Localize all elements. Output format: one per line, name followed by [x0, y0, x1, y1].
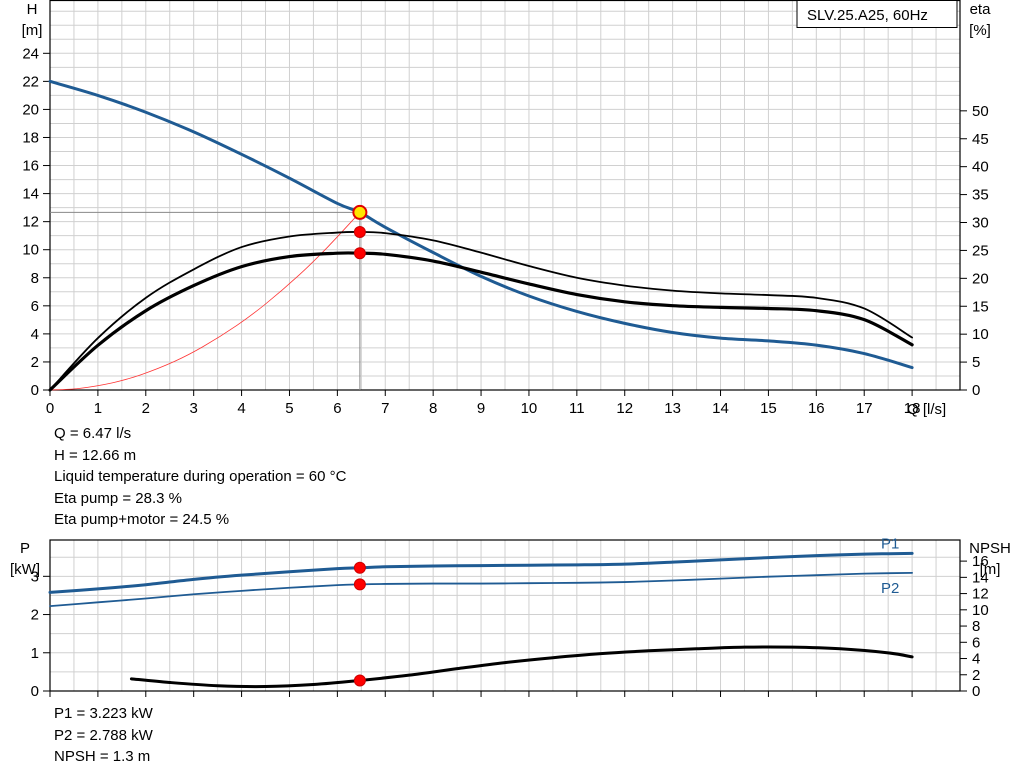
y-tick-label-right: 20	[972, 270, 989, 287]
y-tick-label-left: 20	[22, 101, 39, 118]
y-tick-label-right: 50	[972, 103, 989, 120]
x-tick-label: 7	[381, 400, 389, 417]
y-tick-label-right: 10	[972, 326, 989, 343]
x-tick-label: 8	[429, 400, 437, 417]
eta-pump-curve	[49, 231, 914, 391]
npsh-marker	[353, 674, 366, 687]
operating-point-marker	[352, 204, 368, 220]
y-tick-label-right: 8	[972, 618, 980, 635]
y-tick-label-left: 16	[22, 158, 39, 175]
p2-series-label: P2	[881, 580, 899, 597]
p2-marker	[353, 578, 366, 591]
x-tick-label: 15	[760, 400, 777, 417]
x-tick-label: 12	[616, 400, 633, 417]
plot-frame	[49, 0, 961, 391]
y-axis-label-right: NPSH	[969, 540, 1011, 557]
y-tick-label-left: 2	[31, 354, 39, 371]
x-tick-label: 4	[237, 400, 245, 417]
y-tick-label-right: 40	[972, 159, 989, 176]
y-tick-label-left: 1	[31, 645, 39, 662]
x-tick-label: 2	[142, 400, 150, 417]
x-tick-label: 3	[190, 400, 198, 417]
info-liquid-temperature: Liquid temperature during operation = 60…	[54, 468, 347, 485]
y-axis-unit-right: [%]	[969, 22, 991, 39]
y-tick-label-right: 12	[972, 586, 989, 603]
p1-marker	[353, 561, 366, 574]
y-axis-label-left: H	[27, 1, 38, 18]
eta-pump-motor-curve	[48, 251, 914, 392]
y-tick-label-right: 30	[972, 215, 989, 232]
y-tick-label-right: 6	[972, 634, 980, 651]
y-tick-label-right: 10	[972, 602, 989, 619]
title-box	[796, 0, 958, 28]
y-tick-label-right: 0	[972, 382, 980, 399]
info-head: H = 12.66 m	[54, 446, 137, 464]
x-tick-label: 6	[333, 400, 341, 417]
x-tick-label: 5	[285, 400, 293, 417]
npsh-curve	[129, 645, 914, 689]
y-tick-label-left: 6	[31, 298, 39, 315]
y-tick-label-left: 14	[22, 186, 39, 203]
system-curve	[49, 212, 361, 391]
y-tick-label-left: 0	[31, 683, 39, 700]
info-eta-pump: Eta pump = 28.3 %	[54, 489, 182, 507]
x-tick-label: 16	[808, 400, 825, 417]
y-tick-label-right: 14	[972, 569, 989, 586]
x-tick-label: 11	[569, 400, 585, 417]
y-tick-label-right: 0	[972, 683, 980, 700]
info-p1: P1 = 3.223 kW	[54, 705, 153, 722]
y-tick-label-left: 22	[22, 73, 39, 90]
y-tick-label-left: 3	[31, 568, 39, 585]
x-tick-label: 9	[477, 400, 485, 417]
p1-curve	[48, 551, 914, 594]
y-tick-label-right: 5	[972, 354, 980, 371]
x-tick-label: 0	[46, 400, 54, 417]
y-axis-label-left: P	[20, 540, 30, 557]
y-tick-label-left: 2	[31, 607, 39, 624]
duty-point-info: Q = 6.47 l/s H = 12.66 m Liquid temperat…	[54, 423, 346, 531]
y-tick-label-right: 16	[972, 553, 989, 570]
x-tick-label: 1	[94, 400, 102, 417]
y-tick-label-left: 12	[22, 214, 39, 231]
y-tick-label-right: 4	[972, 651, 980, 668]
y-axis-unit-right: [m]	[980, 561, 1001, 578]
y-tick-label-left: 18	[22, 129, 39, 146]
y-tick-label-left: 4	[31, 326, 39, 343]
info-npsh: NPSH = 1.3 m	[54, 748, 151, 765]
p2-curve	[49, 571, 914, 608]
p1-series-label: P1	[881, 535, 899, 552]
x-axis-label: Q [l/s]	[907, 401, 946, 418]
y-tick-label-left: 0	[31, 382, 39, 399]
x-tick-label: 13	[664, 400, 681, 417]
x-tick-label: 17	[856, 400, 873, 417]
x-tick-label: 10	[521, 400, 538, 417]
y-tick-label-right: 15	[972, 298, 989, 315]
eta-pump-marker	[353, 225, 366, 238]
y-axis-unit-left: [m]	[22, 22, 43, 39]
y-tick-label-left: 8	[31, 270, 39, 287]
info-eta-pump-motor: Eta pump+motor = 24.5 %	[54, 511, 230, 528]
y-tick-label-right: 25	[972, 242, 989, 259]
info-p2: P2 = 2.788 kW	[54, 726, 153, 744]
y-tick-label-right: 35	[972, 187, 989, 204]
plot-frame	[49, 539, 961, 692]
eta-pump-motor-marker	[353, 247, 366, 260]
x-tick-label: 14	[712, 400, 729, 417]
chart-title: SLV.25.A25, 60Hz	[807, 7, 928, 24]
y-tick-label-left: 10	[22, 242, 39, 259]
y-tick-label-right: 45	[972, 131, 989, 148]
power-point-info: P1 = 3.223 kW P2 = 2.788 kW NPSH = 1.3 m	[54, 703, 153, 768]
y-axis-label-right: eta	[970, 1, 992, 18]
x-tick-label: 18	[904, 400, 921, 417]
info-flow: Q = 6.47 l/s	[54, 425, 132, 442]
y-axis-unit-left: [kW]	[10, 561, 40, 578]
y-tick-label-right: 2	[972, 667, 980, 684]
y-tick-label-left: 24	[22, 45, 39, 62]
